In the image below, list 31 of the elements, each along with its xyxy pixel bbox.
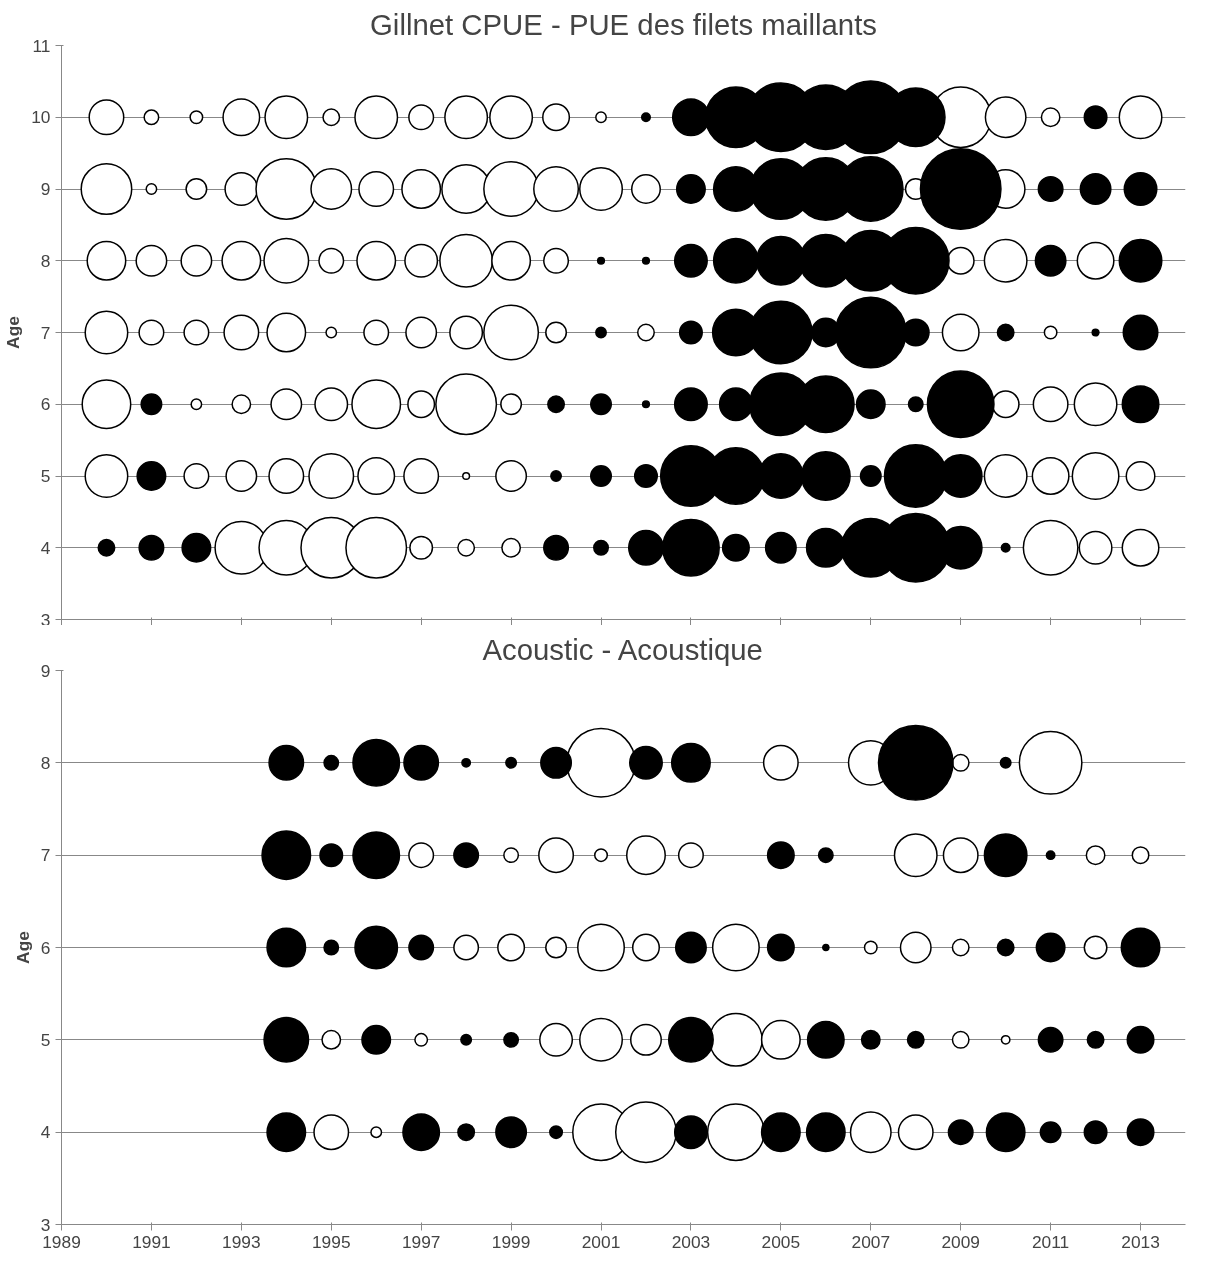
y-tick-label: 5 <box>40 1029 51 1050</box>
chart-title: Gillnet CPUE - PUE des filets maillants <box>370 7 877 41</box>
x-tick-label: 2003 <box>671 1231 711 1252</box>
y-tick-label: 4 <box>40 1122 51 1143</box>
x-tick-label: 1997 <box>401 1231 441 1252</box>
y-tick-label: 11 <box>32 35 51 56</box>
y-tick-label: 9 <box>40 179 51 199</box>
y-tick-label: 8 <box>40 250 51 271</box>
x-tick-label: 1991 <box>132 1231 171 1252</box>
y-tick-label: 8 <box>40 752 51 773</box>
y-tick-label: 9 <box>40 660 51 681</box>
y-tick-label: 5 <box>40 466 51 486</box>
y-axis-title: Age <box>12 930 33 964</box>
x-tick-label: 2009 <box>941 1231 980 1252</box>
y-tick-label: 10 <box>31 107 51 128</box>
y-tick-label: 6 <box>40 937 51 958</box>
y-tick-label: 4 <box>40 537 51 558</box>
x-tick-label: 1995 <box>311 1231 351 1252</box>
y-tick-label: 3 <box>40 609 51 630</box>
y-axis-title: Age <box>3 315 24 349</box>
y-tick-label: 6 <box>40 394 51 415</box>
x-tick-label: 2007 <box>851 1231 891 1252</box>
x-tick-label: 1993 <box>222 1231 261 1252</box>
x-tick-label: 2001 <box>581 1231 621 1252</box>
y-tick-label: 7 <box>40 845 51 866</box>
x-tick-label: 1999 <box>491 1231 531 1252</box>
x-tick-label: 2005 <box>761 1231 801 1252</box>
y-tick-label: 7 <box>40 322 51 343</box>
x-tick-label: 2013 <box>1121 1231 1160 1252</box>
chart-title: Acoustic - Acoustique <box>482 632 763 666</box>
x-tick-label: 2011 <box>1031 1231 1070 1252</box>
